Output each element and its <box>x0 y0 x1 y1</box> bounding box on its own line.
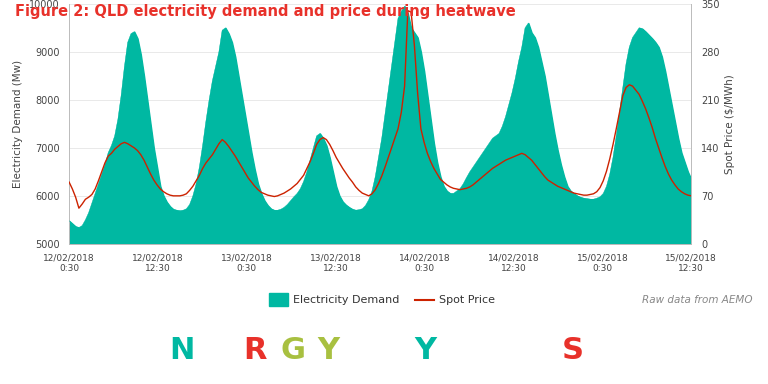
Text: Raw data from AEMO: Raw data from AEMO <box>642 295 753 305</box>
Text: Figure 2: QLD electricity demand and price during heatwave: Figure 2: QLD electricity demand and pri… <box>15 4 516 19</box>
Text: Y: Y <box>317 336 339 365</box>
Text: E: E <box>598 336 619 365</box>
Text: E: E <box>207 336 227 365</box>
Text: S: S <box>561 336 584 365</box>
Text: E: E <box>133 336 154 365</box>
Text: P: P <box>525 336 547 365</box>
Text: A: A <box>488 336 511 365</box>
Y-axis label: Electricity Demand (Mw): Electricity Demand (Mw) <box>13 60 23 188</box>
Text: Electricity Demand: Electricity Demand <box>293 295 400 305</box>
Text: R: R <box>243 336 267 365</box>
Text: N: N <box>451 336 476 365</box>
Text: S: S <box>377 336 399 365</box>
Y-axis label: Spot Price ($/MWh): Spot Price ($/MWh) <box>725 74 735 174</box>
Text: G: G <box>280 336 306 365</box>
Text: Spot Price: Spot Price <box>439 295 495 305</box>
Text: Y: Y <box>414 336 436 365</box>
FancyBboxPatch shape <box>269 293 288 306</box>
Text: N: N <box>170 336 195 365</box>
